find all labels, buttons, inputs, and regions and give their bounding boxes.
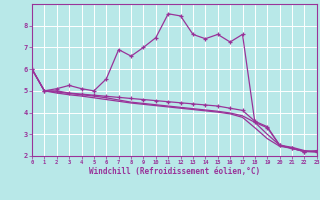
X-axis label: Windchill (Refroidissement éolien,°C): Windchill (Refroidissement éolien,°C) (89, 167, 260, 176)
